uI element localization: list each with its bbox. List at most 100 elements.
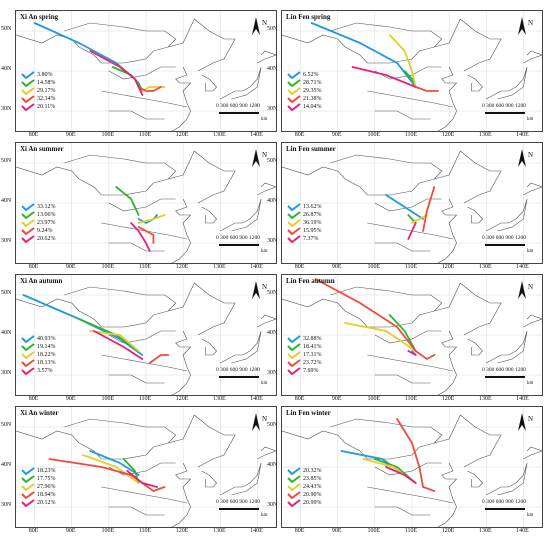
hokkaido-outline — [257, 182, 276, 196]
country-border — [282, 414, 502, 468]
province-border — [108, 374, 165, 384]
y-tick-label: 50N — [1, 290, 12, 296]
legend-percentage: 18.13% — [37, 360, 56, 366]
legend-check-icon — [287, 343, 301, 351]
north-label: N — [528, 283, 533, 291]
japan-outline — [220, 198, 262, 232]
scale-unit: km — [261, 249, 268, 254]
trajectory-cluster-3 — [411, 214, 428, 224]
north-label: N — [528, 19, 533, 27]
panel-title: Lin Fen summer — [286, 145, 336, 153]
legend-percentage: 18.22% — [37, 352, 56, 358]
province-border — [101, 354, 187, 372]
province-border — [108, 506, 165, 516]
legend-check-icon — [21, 483, 35, 491]
x-axis-labels: 80E 90E 100E 110E 120E 130E 140E — [15, 132, 275, 141]
legend-check-icon — [287, 467, 301, 475]
map-panel: Lin Fen spring N 0 300 600 900 1200 km 6.52%… — [281, 10, 543, 132]
legend-percentage: 26.87% — [303, 212, 322, 218]
y-tick-label: 40N — [267, 66, 278, 72]
legend-item: 18.13% — [21, 359, 56, 367]
north-arrow-icon — [252, 281, 260, 299]
x-tick-label: 140E — [250, 264, 263, 270]
province-border — [374, 66, 442, 80]
province-border — [374, 506, 431, 516]
legend-check-icon — [21, 467, 35, 475]
scale-unit: km — [527, 381, 534, 386]
legend-percentage: 14.04% — [303, 104, 322, 110]
legend-percentage: 24.43% — [303, 484, 322, 490]
legend-percentage: 23.97% — [37, 220, 56, 226]
coastline — [171, 66, 192, 131]
legend-percentage: 20.62% — [37, 236, 56, 242]
x-tick-label: 130E — [212, 264, 226, 270]
panel-title: Xi An spring — [20, 13, 59, 21]
y-tick-label: 30N — [267, 238, 278, 244]
country-border — [16, 282, 236, 336]
legend-item: 17.75% — [21, 475, 56, 483]
korea-outline — [201, 470, 218, 488]
hokkaido-outline — [257, 314, 276, 328]
x-tick-label: 120E — [441, 132, 455, 138]
north-label: N — [262, 19, 267, 27]
x-axis-labels: 80E 90E 100E 110E 120E 130E 140E — [281, 264, 541, 273]
y-tick-label: 30N — [1, 238, 12, 244]
scale-bar — [485, 376, 525, 378]
legend-item: 13.06% — [21, 211, 56, 219]
scale-unit: km — [527, 249, 534, 254]
japan-outline — [220, 462, 262, 496]
legend-item: 33.12% — [21, 203, 56, 211]
legend-check-icon — [21, 87, 35, 95]
map-panel: Xi An spring N 0 300 600 900 1200 km 3.80% 14… — [15, 10, 277, 132]
y-tick-label: 40N — [1, 462, 12, 468]
legend-percentage: 20.12% — [37, 500, 56, 506]
trajectory-map: N — [282, 11, 542, 131]
hokkaido-outline — [523, 446, 542, 460]
province-border — [367, 354, 453, 372]
legend-item: 20.12% — [21, 499, 56, 507]
x-tick-label: 80E — [28, 528, 39, 534]
legend-item: 18.22% — [21, 351, 56, 359]
x-tick-label: 80E — [294, 396, 305, 402]
legend-item: 14.58% — [21, 79, 56, 87]
y-tick-label: 40N — [1, 198, 12, 204]
trajectory-map: N — [16, 143, 276, 263]
country-border — [16, 414, 236, 468]
legend-check-icon — [21, 95, 35, 103]
legend-check-icon — [287, 95, 301, 103]
trajectory-cluster-2 — [115, 186, 140, 216]
x-tick-label: 120E — [441, 264, 455, 270]
cluster-legend: 33.12% 13.06% 23.97% 9.24% 20.62% — [21, 203, 56, 243]
x-tick-label: 90E — [65, 396, 76, 402]
y-tick-label: 40N — [267, 330, 278, 336]
legend-item: 20.32% — [287, 467, 322, 475]
cluster-legend: 20.32% 23.85% 24.43% 20.90% 20.99% — [287, 467, 322, 507]
y-tick-label: 50N — [267, 290, 278, 296]
province-border — [367, 486, 453, 504]
y-tick-label: 30N — [1, 502, 12, 508]
province-border — [374, 374, 431, 384]
province-border — [367, 90, 453, 108]
y-tick-label: 50N — [267, 26, 278, 32]
scale-label: 0 300 600 900 1200 — [482, 103, 526, 109]
hokkaido-outline — [523, 314, 542, 328]
legend-item: 6.52% — [287, 71, 322, 79]
legend-check-icon — [21, 79, 35, 87]
legend-item: 32.34% — [21, 95, 56, 103]
north-arrow-icon — [252, 149, 260, 167]
mongolia-border — [330, 154, 443, 180]
country-border — [282, 18, 502, 72]
y-tick-label: 30N — [267, 106, 278, 112]
trajectory-map: N — [282, 275, 542, 395]
x-axis-labels: 80E 90E 100E 110E 120E 130E 140E — [281, 132, 541, 141]
y-tick-label: 30N — [267, 370, 278, 376]
legend-percentage: 32.34% — [37, 96, 56, 102]
trajectory-cluster-1 — [137, 214, 158, 225]
legend-check-icon — [21, 71, 35, 79]
x-tick-label: 130E — [478, 396, 492, 402]
legend-percentage: 33.12% — [37, 204, 56, 210]
legend-check-icon — [287, 359, 301, 367]
legend-item: 18.41% — [287, 343, 322, 351]
cluster-legend: 13.62% 26.87% 36.19% 15.95% 7.37% — [287, 203, 322, 243]
scale-unit: km — [261, 513, 268, 518]
